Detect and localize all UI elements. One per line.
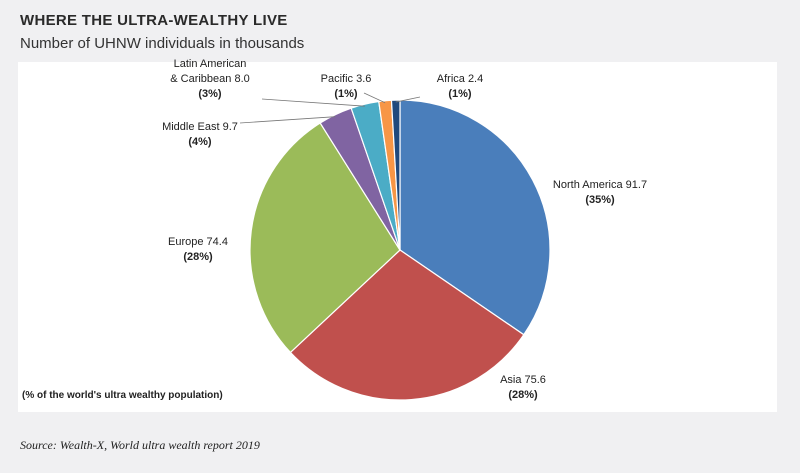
leader-line [239, 116, 336, 124]
leader-line [363, 92, 386, 104]
slice-percent: (1%) [334, 88, 358, 100]
chart-subtitle: Number of UHNW individuals in thousands [20, 35, 305, 52]
slice-label: Pacific 3.6 [321, 73, 372, 85]
slice-label: Asia 75.6 [500, 374, 546, 386]
slice-percent: (28%) [508, 389, 538, 401]
slice-percent: (4%) [188, 136, 212, 148]
pie-slice-africa [390, 99, 401, 251]
pie-slice-europe [249, 122, 401, 354]
slice-percent: (3%) [198, 88, 222, 100]
leader-line [395, 96, 421, 103]
slice-percent: (1%) [448, 88, 472, 100]
slice-percent: (28%) [183, 251, 213, 263]
chart-note: (% of the world's ultra wealthy populati… [22, 390, 223, 401]
slice-percent: (35%) [585, 194, 615, 206]
chart-title: WHERE THE ULTRA-WEALTHY LIVE [20, 12, 288, 29]
slice-label: Africa 2.4 [437, 73, 483, 85]
slice-label: North America 91.7 [553, 179, 647, 191]
source-note: Source: Wealth-X, World ultra wealth rep… [20, 438, 260, 452]
leader-line [261, 98, 365, 107]
slice-label: & Caribbean 8.0 [170, 73, 250, 85]
slice-label: Middle East 9.7 [162, 121, 238, 133]
pie-slice-north-america [399, 99, 551, 336]
pie-slice-asia [289, 249, 525, 401]
slice-label: Latin American [174, 58, 247, 70]
slice-label: Europe 74.4 [168, 236, 228, 248]
